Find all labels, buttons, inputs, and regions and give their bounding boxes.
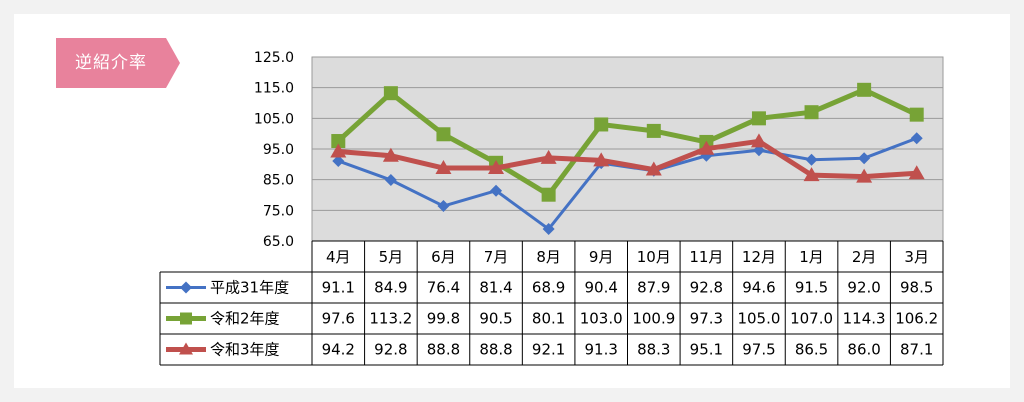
data-value: 99.8 [427,310,460,328]
data-value: 88.8 [479,341,512,359]
data-point [645,161,662,176]
data-value: 81.4 [479,279,512,297]
data-point [858,152,871,165]
data-value: 97.6 [322,310,355,328]
data-value: 86.5 [795,341,828,359]
x-tick-label: 6月 [431,248,456,266]
data-point [435,160,452,175]
data-value: 84.9 [374,279,407,297]
data-value: 88.8 [427,341,460,359]
data-point [490,184,503,197]
legend-marker [179,342,193,355]
data-point [751,111,766,126]
data-value: 92.8 [374,341,407,359]
data-point [910,132,923,145]
data-value: 80.1 [532,310,565,328]
data-value: 91.3 [585,341,618,359]
data-point [383,86,398,101]
data-value: 105.0 [737,310,780,328]
data-point [593,152,610,167]
data-value: 107.0 [790,310,833,328]
data-point [488,160,505,175]
badge-shape [56,38,180,88]
data-point [330,143,347,158]
data-value: 76.4 [427,279,460,297]
legend-marker [180,312,192,325]
data-point [382,147,399,162]
data-value: 91.1 [322,279,355,297]
data-value: 92.8 [690,279,723,297]
y-tick-label: 95.0 [263,142,294,158]
data-point [857,82,872,97]
data-point [437,200,450,213]
x-tick-label: 8月 [536,248,561,266]
data-value: 106.2 [895,310,938,328]
x-tick-label: 1月 [799,248,824,266]
data-value: 94.6 [742,279,775,297]
y-tick-label: 65.0 [263,234,294,250]
data-value: 94.2 [322,341,355,359]
data-point [540,149,557,164]
x-tick-label: 12月 [742,248,776,266]
data-value: 91.5 [795,279,828,297]
data-value: 97.3 [690,310,723,328]
x-tick-label: 3月 [904,248,929,266]
series-line [336,87,918,198]
y-tick-label: 75.0 [263,203,294,219]
data-value: 86.0 [847,341,880,359]
data-point [542,223,555,236]
y-tick-label: 125.0 [254,50,294,66]
x-tick-label: 7月 [484,248,509,266]
badge-label: 逆紹介率 [75,53,147,73]
data-value: 114.3 [843,310,886,328]
data-point [436,127,451,142]
data-point [331,134,346,149]
data-value: 95.1 [690,341,723,359]
series-line [338,138,917,180]
data-point [698,140,715,155]
data-value: 87.9 [637,279,670,297]
x-tick-label: 10月 [637,248,671,266]
data-value: 92.0 [847,279,880,297]
data-point [909,107,924,122]
data-point [541,187,556,202]
data-point [856,168,873,183]
y-tick-label: 85.0 [263,173,294,189]
data-value: 113.2 [369,310,412,328]
data-value: 90.4 [585,279,618,297]
data-value: 103.0 [580,310,623,328]
legend-label: 令和2年度 [210,310,280,328]
y-tick-label: 115.0 [254,81,294,97]
data-point [750,133,767,148]
data-value: 92.1 [532,341,565,359]
data-point [646,123,661,138]
data-point [384,173,397,186]
data-point [803,167,820,182]
x-tick-label: 9月 [589,248,614,266]
data-point [594,117,609,132]
data-point [908,165,925,180]
data-point [804,105,819,120]
legend-marker [180,281,192,294]
data-value: 100.9 [632,310,675,328]
data-value: 88.3 [637,341,670,359]
data-point [332,154,345,167]
data-value: 68.9 [532,279,565,297]
x-tick-label: 4月 [326,248,351,266]
data-value: 98.5 [900,279,933,297]
legend-label: 平成31年度 [210,279,289,297]
data-point [805,153,818,166]
data-value: 97.5 [742,341,775,359]
data-value: 90.5 [479,310,512,328]
data-value: 87.1 [900,341,933,359]
y-tick-label: 105.0 [254,111,294,127]
x-tick-label: 11月 [689,248,723,266]
legend-label: 令和3年度 [210,341,280,359]
x-tick-label: 2月 [852,248,877,266]
x-tick-label: 5月 [379,248,404,266]
